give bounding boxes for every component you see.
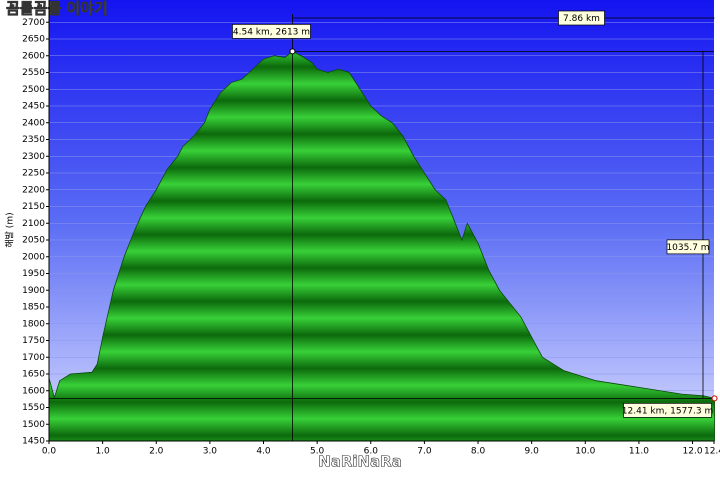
- x-tick-label: 0.0: [42, 447, 57, 457]
- y-tick-label: 2550: [22, 68, 45, 78]
- y-tick-label: 1550: [22, 403, 45, 413]
- y-tick-label: 2250: [22, 169, 45, 179]
- y-tick-label: 1900: [22, 286, 45, 296]
- end-label-box: [623, 403, 712, 418]
- y-tick-label: 1950: [22, 269, 45, 279]
- x-tick-label: 11.0: [629, 447, 649, 457]
- peak-label-box: [232, 24, 311, 39]
- y-tick-label: 2150: [22, 202, 45, 212]
- y-tick-label: 2700: [22, 18, 45, 28]
- y-tick-label: 1600: [22, 386, 45, 396]
- y-tick-label: 2000: [22, 252, 45, 262]
- x-tick-label: 3.0: [203, 447, 218, 457]
- y-tick-label: 2200: [22, 185, 45, 195]
- watermark-title: 꼼틀꼼틀 이야기: [6, 0, 108, 18]
- x-tick-label: 7.0: [417, 447, 432, 457]
- y-tick-label: 1850: [22, 303, 45, 313]
- x-tick-label: 1.0: [95, 447, 110, 457]
- y-tick-label: 2600: [22, 51, 45, 61]
- y-tick-label: 2050: [22, 236, 45, 246]
- climb-label-box: [666, 239, 710, 255]
- x-tick-label: 10.0: [575, 447, 595, 457]
- end-marker: [711, 395, 718, 402]
- y-tick-label: 2650: [22, 35, 45, 45]
- peak-marker: [289, 48, 296, 55]
- x-tick-label: 4.0: [256, 447, 271, 457]
- climb-label: 1035.7 m: [666, 243, 709, 253]
- y-tick-label: 2300: [22, 152, 45, 162]
- x-tick-label: 5.0: [310, 447, 325, 457]
- y-tick-label: 1750: [22, 336, 45, 346]
- x-tick-label: 12.0: [683, 447, 703, 457]
- y-axis-title: 해발 (m): [5, 212, 16, 247]
- y-tick-label: 1700: [22, 353, 45, 363]
- end-label: 12.41 km, 1577.3 m: [622, 406, 713, 416]
- y-tick-label: 1800: [22, 319, 45, 329]
- x-tick-label: 2.0: [149, 447, 164, 457]
- y-tick-label: 2100: [22, 219, 45, 229]
- x-tick-label: 12.4: [704, 447, 720, 457]
- y-tick-label: 1500: [22, 420, 45, 430]
- y-tick-label: 2450: [22, 102, 45, 112]
- x-tick-label: 9.0: [524, 447, 539, 457]
- distance-label-box: [558, 10, 605, 26]
- elevation-area: [48, 50, 715, 442]
- x-tick-label: 8.0: [471, 447, 486, 457]
- x-tick-label: 6.0: [364, 447, 379, 457]
- y-tick-label: 2350: [22, 135, 45, 145]
- y-tick-label: 1450: [22, 437, 45, 447]
- y-tick-label: 2500: [22, 85, 45, 95]
- distance-label: 7.86 km: [563, 14, 600, 24]
- watermark: NaRiNaRa: [318, 453, 402, 471]
- y-tick-label: 1650: [22, 370, 45, 380]
- y-tick-label: 2400: [22, 118, 45, 128]
- peak-label: 4.54 km, 2613 m: [233, 27, 310, 37]
